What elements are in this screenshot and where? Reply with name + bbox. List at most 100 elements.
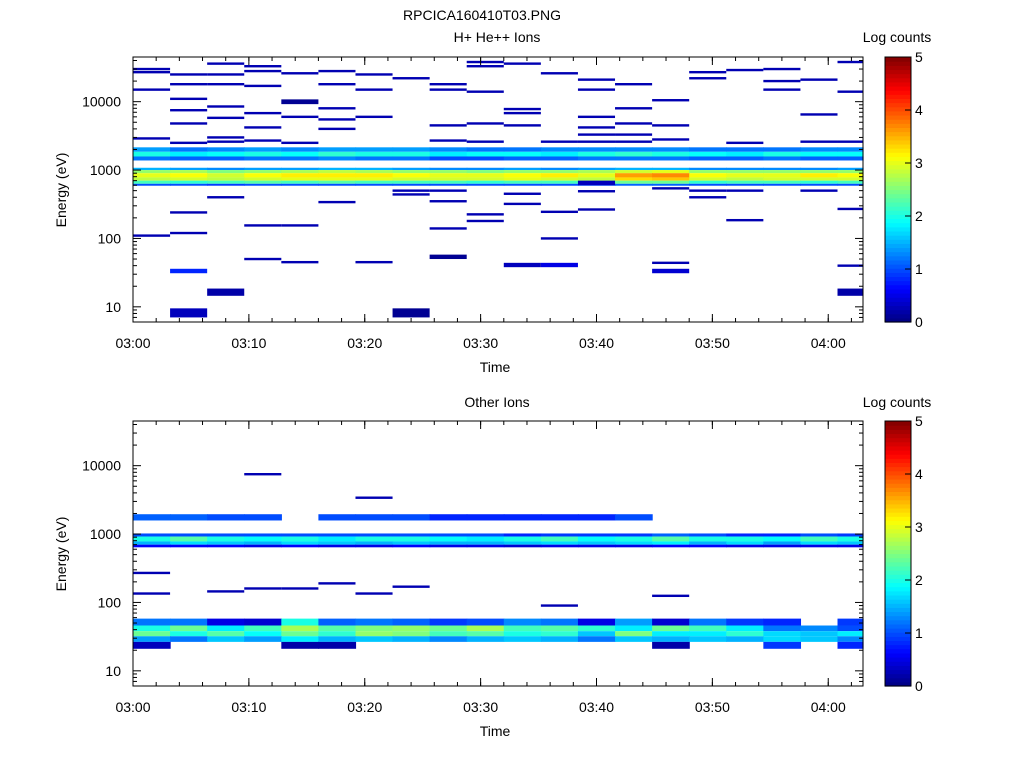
- colorbar-tick-label: 2: [915, 208, 923, 224]
- heatmap-cell: [133, 173, 171, 178]
- colorbar-label: Log counts: [863, 394, 932, 410]
- heatmap-cell: [170, 156, 208, 161]
- heatmap-line-cell: [244, 139, 282, 142]
- heatmap-cell: [689, 541, 727, 545]
- heatmap-line-cell: [837, 140, 863, 143]
- heatmap-cell: [577, 173, 616, 178]
- heatmap-cell: [207, 541, 245, 545]
- heatmap-cell: [170, 183, 208, 186]
- heatmap-cell: [392, 544, 431, 548]
- heatmap-cell: [503, 156, 542, 161]
- heatmap-cell: [652, 151, 690, 157]
- heatmap-cell: [652, 147, 690, 152]
- heatmap-line-cell: [392, 189, 430, 192]
- x-tick-label: 03:30: [463, 335, 498, 351]
- colorbar-segment: [885, 284, 911, 290]
- heatmap-cell: [726, 167, 764, 171]
- heatmap-cell: [392, 177, 431, 181]
- heatmap-cell: [318, 631, 357, 637]
- heatmap-cell: [170, 636, 208, 642]
- heatmap-cell: [207, 618, 245, 626]
- heatmap-cell: [837, 631, 864, 637]
- heatmap-cell: [837, 151, 864, 157]
- colorbar-segment: [885, 615, 911, 621]
- heatmap-cell: [133, 514, 171, 521]
- heatmap-cell: [763, 641, 802, 649]
- colorbar-segment: [885, 301, 911, 307]
- heatmap-line-cell: [207, 116, 245, 120]
- colorbar-segment: [885, 65, 911, 71]
- heatmap-cell: [429, 514, 468, 521]
- heatmap-line-cell: [133, 234, 171, 237]
- heatmap-line-cell: [540, 604, 578, 607]
- colorbar-segment: [885, 193, 911, 199]
- heatmap-cell: [133, 147, 171, 152]
- heatmap-cell: [689, 183, 727, 186]
- heatmap-cell: [281, 167, 319, 171]
- colorbar-segment: [885, 114, 911, 120]
- heatmap-line-cell: [207, 140, 245, 143]
- heatmap-cell: [392, 541, 431, 545]
- heatmap-cell: [726, 536, 764, 542]
- heatmap-cell: [800, 183, 839, 186]
- heatmap-cell: [170, 631, 208, 637]
- heatmap-cell: [652, 533, 690, 537]
- heatmap-line-cell: [577, 140, 616, 143]
- heatmap-line-cell: [429, 189, 467, 192]
- x-axis-label: Time: [480, 359, 511, 375]
- colorbar-segment: [885, 181, 911, 186]
- heatmap-cell: [355, 631, 394, 637]
- heatmap-cell: [392, 151, 431, 157]
- colorbar-frame: [884, 420, 912, 687]
- heatmap-line-cell: [726, 68, 764, 72]
- heatmap-cell: [170, 618, 208, 626]
- heatmap-cell: [318, 177, 357, 181]
- colorbar-segment: [885, 478, 911, 484]
- heatmap-cell: [763, 177, 802, 181]
- colorbar-segment: [885, 491, 911, 497]
- heatmap-cell: [466, 618, 505, 626]
- heatmap-line-cell: [170, 83, 208, 86]
- heatmap-cell: [392, 173, 431, 178]
- heatmap-cell: [170, 151, 208, 157]
- heatmap-cell: [577, 631, 616, 637]
- heatmap-cell: [837, 177, 864, 181]
- heatmap-cell: [355, 536, 394, 542]
- heatmap-cell: [318, 541, 357, 545]
- colorbar-segment: [885, 222, 911, 228]
- heatmap-line-cell: [577, 78, 616, 81]
- heatmap-cell: [429, 618, 468, 626]
- heatmap-cell: [133, 631, 171, 637]
- heatmap-cell: [133, 151, 171, 157]
- heatmap-cell: [837, 147, 864, 152]
- heatmap-cell: [355, 618, 394, 626]
- heatmap-line-cell: [503, 107, 541, 111]
- heatmap-cell: [429, 636, 468, 642]
- heatmap-cell: [800, 636, 839, 642]
- heatmap-cell: [689, 631, 727, 637]
- heatmap-cell: [503, 183, 542, 186]
- heatmap-line-cell: [837, 60, 863, 64]
- colorbar-segment: [885, 77, 911, 83]
- heatmap-cell: [355, 625, 394, 632]
- heatmap-cell: [466, 183, 505, 186]
- heatmap-line-cell: [800, 113, 838, 116]
- heatmap-cell: [207, 533, 245, 537]
- heatmap-cell: [577, 147, 616, 152]
- colorbar-segment: [885, 681, 911, 687]
- heatmap-cell: [837, 541, 864, 545]
- heatmap-cell: [577, 636, 616, 642]
- heatmap-line-cell: [244, 257, 282, 261]
- heatmap-line-cell: [837, 90, 863, 93]
- colorbar-segment: [885, 652, 911, 658]
- heatmap-cell: [244, 180, 282, 184]
- heatmap-line-cell: [577, 133, 616, 136]
- heatmap-cell: [392, 636, 431, 642]
- colorbar-segment: [885, 280, 911, 286]
- heatmap-cell: [281, 170, 319, 174]
- heatmap-line-cell: [503, 202, 541, 206]
- colorbar-segment: [885, 599, 911, 604]
- heatmap-cell: [281, 151, 319, 157]
- heatmap-line-cell: [726, 141, 764, 145]
- heatmap-cell: [652, 618, 690, 626]
